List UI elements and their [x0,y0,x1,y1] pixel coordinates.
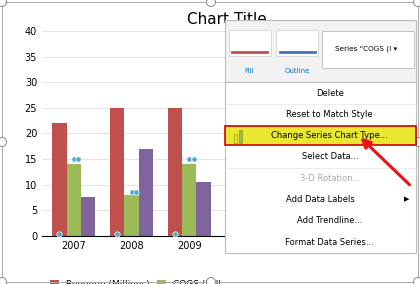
Point [359,113,366,118]
Point [56,232,63,236]
Bar [297,169,312,236]
Bar [312,197,326,236]
Text: Fill: Fill [245,68,254,74]
Bar [197,182,211,236]
Text: Add Data Labels: Add Data Labels [286,195,354,204]
Bar [341,57,355,236]
Point [186,157,193,161]
Point [244,172,250,177]
Circle shape [207,0,215,7]
Point [287,232,294,236]
Circle shape [0,137,6,147]
Circle shape [414,137,420,147]
Text: Add Trendline...: Add Trendline... [297,216,362,225]
Bar [182,164,197,236]
Point [248,172,255,177]
Point [75,157,82,161]
Point [306,164,313,169]
Text: Reset to Match Style: Reset to Match Style [286,110,373,119]
Point [71,157,77,161]
FancyBboxPatch shape [225,82,416,253]
Point [171,232,178,236]
Point [302,164,308,169]
Text: Outline: Outline [285,68,310,74]
Circle shape [0,0,6,7]
Point [191,157,197,161]
Bar [66,164,81,236]
FancyBboxPatch shape [228,30,270,56]
Text: Select Data...: Select Data... [302,153,358,161]
Point [345,232,352,236]
FancyBboxPatch shape [225,126,416,145]
Bar [168,108,182,236]
Point [229,232,236,236]
Bar [226,154,240,236]
Bar [355,123,370,236]
Bar [283,128,297,236]
Text: ▶: ▶ [404,197,409,202]
Point [128,190,135,195]
Text: Delete: Delete [316,89,344,97]
FancyBboxPatch shape [276,30,318,56]
Text: Change Series Chart Type...: Change Series Chart Type... [271,131,388,140]
Bar [370,123,384,236]
Legend: Revenue (Millions), COGS (Mill: Revenue (Millions), COGS (Mill [47,276,225,284]
Circle shape [414,0,420,7]
Point [133,190,139,195]
Bar [81,197,95,236]
Bar [139,149,153,236]
FancyBboxPatch shape [322,31,414,68]
Text: Series "COGS (I ▾: Series "COGS (I ▾ [335,45,397,52]
Bar [52,123,66,236]
Bar [254,215,269,236]
FancyBboxPatch shape [239,130,242,143]
Circle shape [414,277,420,284]
Text: 3-D Rotation...: 3-D Rotation... [299,174,360,183]
Circle shape [207,277,215,284]
FancyBboxPatch shape [234,134,237,143]
Title: Chart Title: Chart Title [187,12,267,27]
Bar [240,179,254,236]
Circle shape [0,277,6,284]
Text: Format Data Series...: Format Data Series... [286,238,374,247]
FancyBboxPatch shape [225,20,416,82]
Point [114,232,121,236]
Bar [124,195,139,236]
Point [364,113,370,118]
Bar [110,108,124,236]
